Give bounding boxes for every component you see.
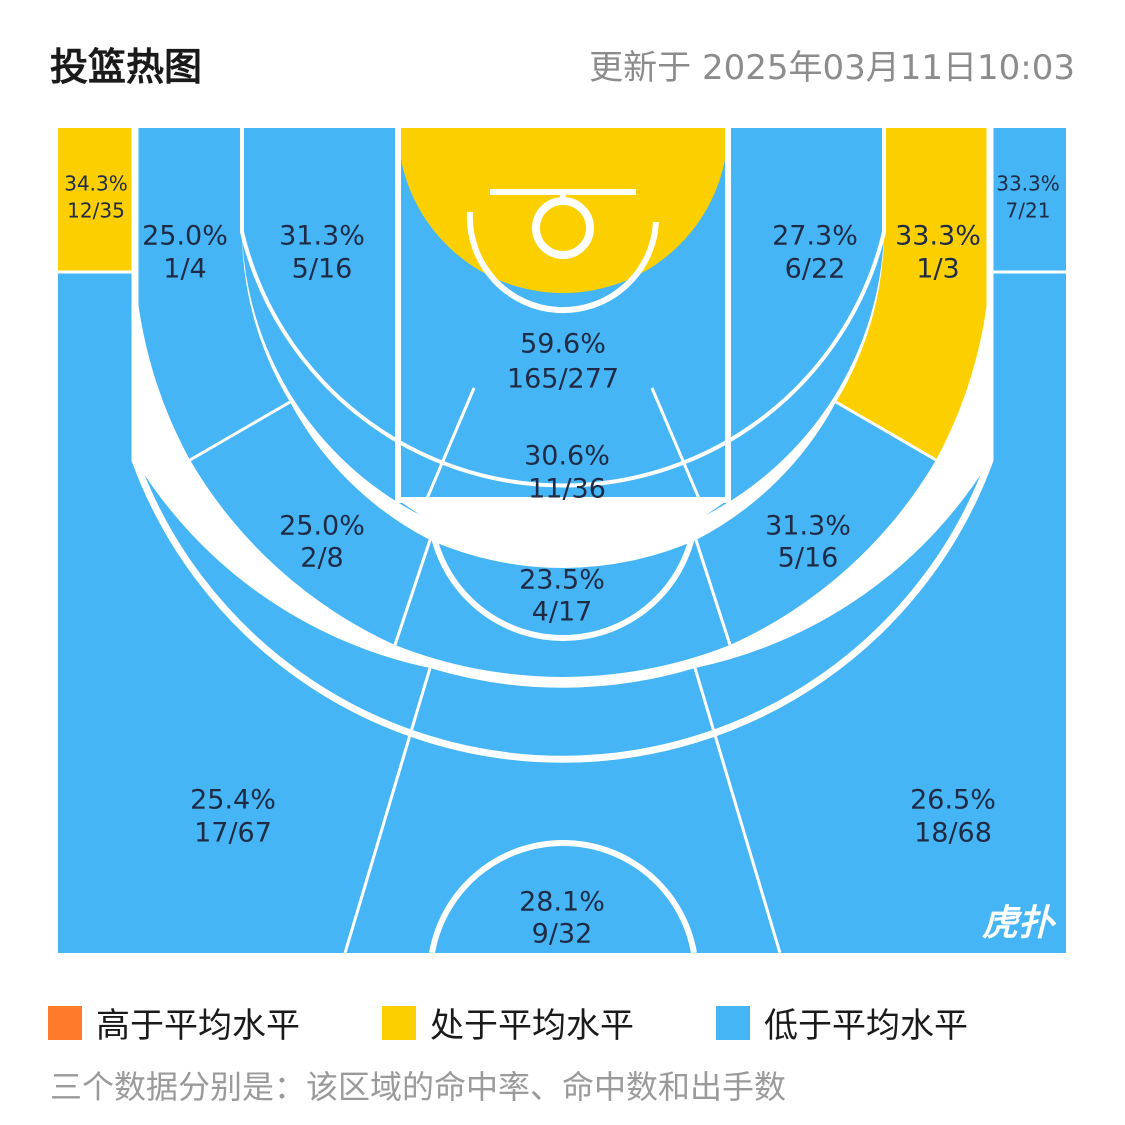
legend-swatch-above bbox=[48, 1005, 82, 1040]
zone-label-paint-non-ra-count: 11/36 bbox=[528, 474, 606, 505]
zone-label-right-wing-three-pct: 26.5% bbox=[910, 785, 996, 816]
zone-label-right-corner-three-pct: 33.3% bbox=[996, 172, 1060, 196]
legend-label-below: 低于平均水平 bbox=[764, 1006, 968, 1046]
zone-label-right-elbow-midrange-pct: 31.3% bbox=[765, 511, 851, 542]
zone-label-top-key-midrange-count: 4/17 bbox=[532, 597, 593, 628]
zone-right-baseline-long-two bbox=[836, 128, 990, 460]
zone-label-left-baseline-long-two-count: 1/4 bbox=[163, 254, 206, 285]
zone-label-paint-non-ra-pct: 30.6% bbox=[524, 441, 610, 472]
legend-swatch-average bbox=[382, 1005, 416, 1040]
zone-label-top-key-three-count: 9/32 bbox=[532, 919, 593, 950]
paint-lines bbox=[395, 128, 731, 503]
zone-label-right-corner-three-count: 7/21 bbox=[1006, 199, 1051, 223]
free-throw-arc bbox=[427, 504, 699, 641]
zone-label-right-short-midrange-count: 6/22 bbox=[785, 254, 846, 285]
right-paint-divider bbox=[650, 387, 708, 516]
legend: 高于平均水平 处于平均水平 低于平均水平 bbox=[0, 998, 1125, 1046]
zone-label-left-wing-three-pct: 25.4% bbox=[190, 785, 276, 816]
zone-label-restricted-area-pct: 59.6% bbox=[520, 329, 606, 360]
left-three-divider bbox=[343, 667, 432, 953]
zone-left-elbow-midrange bbox=[190, 402, 430, 645]
hupu-watermark: 虎扑 bbox=[982, 903, 1057, 944]
legend-swatch-below bbox=[716, 1005, 750, 1040]
left-key-divider bbox=[393, 539, 432, 646]
center-circle-arc bbox=[429, 840, 697, 953]
zone-top-key-midrange bbox=[395, 540, 730, 677]
legend-label-above: 高于平均水平 bbox=[96, 1006, 300, 1046]
legend-item-above: 高于平均水平 bbox=[48, 998, 300, 1047]
page-title: 投篮热图 bbox=[50, 45, 203, 89]
right-key-divider bbox=[694, 539, 732, 646]
zone-restricted-area bbox=[398, 128, 728, 293]
zone-label-right-baseline-long-two-count: 1/3 bbox=[916, 254, 959, 285]
zone-top-key-three bbox=[345, 668, 780, 953]
rim bbox=[532, 197, 594, 259]
three-point-line bbox=[131, 128, 994, 763]
right-three-divider bbox=[693, 667, 782, 953]
zone-left-short-midrange bbox=[242, 128, 420, 515]
zone-left-wing-three bbox=[58, 272, 430, 953]
zone-label-left-short-midrange-count: 5/16 bbox=[292, 254, 353, 285]
zone-label-top-key-three-pct: 28.1% bbox=[519, 887, 605, 918]
zone-right-wing-three bbox=[695, 272, 1066, 953]
zone-right-corner-three bbox=[990, 128, 1066, 272]
zone-right-short-midrange bbox=[706, 128, 884, 515]
legend-item-below: 低于平均水平 bbox=[716, 998, 968, 1047]
zone-label-right-elbow-midrange-count: 5/16 bbox=[778, 543, 839, 574]
legend-item-average: 处于平均水平 bbox=[382, 998, 634, 1047]
zone-label-left-elbow-midrange-pct: 25.0% bbox=[279, 511, 365, 542]
zone-label-right-short-midrange-pct: 27.3% bbox=[772, 221, 858, 252]
zone-right-elbow-midrange bbox=[696, 402, 936, 645]
zone-left-baseline-long-two bbox=[135, 128, 290, 460]
zone-label-left-corner-three-count: 12/35 bbox=[67, 199, 125, 223]
zone-left-corner-three bbox=[58, 128, 135, 272]
restricted-arc bbox=[466, 211, 659, 314]
zone-label-left-wing-three-count: 17/67 bbox=[194, 818, 272, 849]
midrange-ring-line bbox=[240, 128, 886, 488]
zone-label-left-elbow-midrange-count: 2/8 bbox=[300, 543, 343, 574]
left-paint-divider bbox=[418, 387, 476, 516]
zone-label-restricted-area-count: 165/277 bbox=[507, 364, 619, 395]
legend-note: 三个数据分别是：该区域的命中率、命中数和出手数 bbox=[50, 1068, 787, 1106]
zone-label-left-corner-three-pct: 34.3% bbox=[64, 172, 128, 196]
zone-label-left-baseline-long-two-pct: 25.0% bbox=[142, 221, 228, 252]
left-elbow-divider bbox=[189, 400, 291, 462]
right-elbow-divider bbox=[835, 400, 937, 462]
zone-label-right-wing-three-count: 18/68 bbox=[914, 818, 992, 849]
zone-label-left-short-midrange-pct: 31.3% bbox=[279, 221, 365, 252]
zone-label-right-baseline-long-two-pct: 33.3% bbox=[895, 221, 981, 252]
legend-label-average: 处于平均水平 bbox=[430, 1006, 634, 1046]
zone-label-top-key-midrange-pct: 23.5% bbox=[519, 565, 605, 596]
update-timestamp: 更新于 2025年03月11日10:03 bbox=[589, 48, 1075, 88]
